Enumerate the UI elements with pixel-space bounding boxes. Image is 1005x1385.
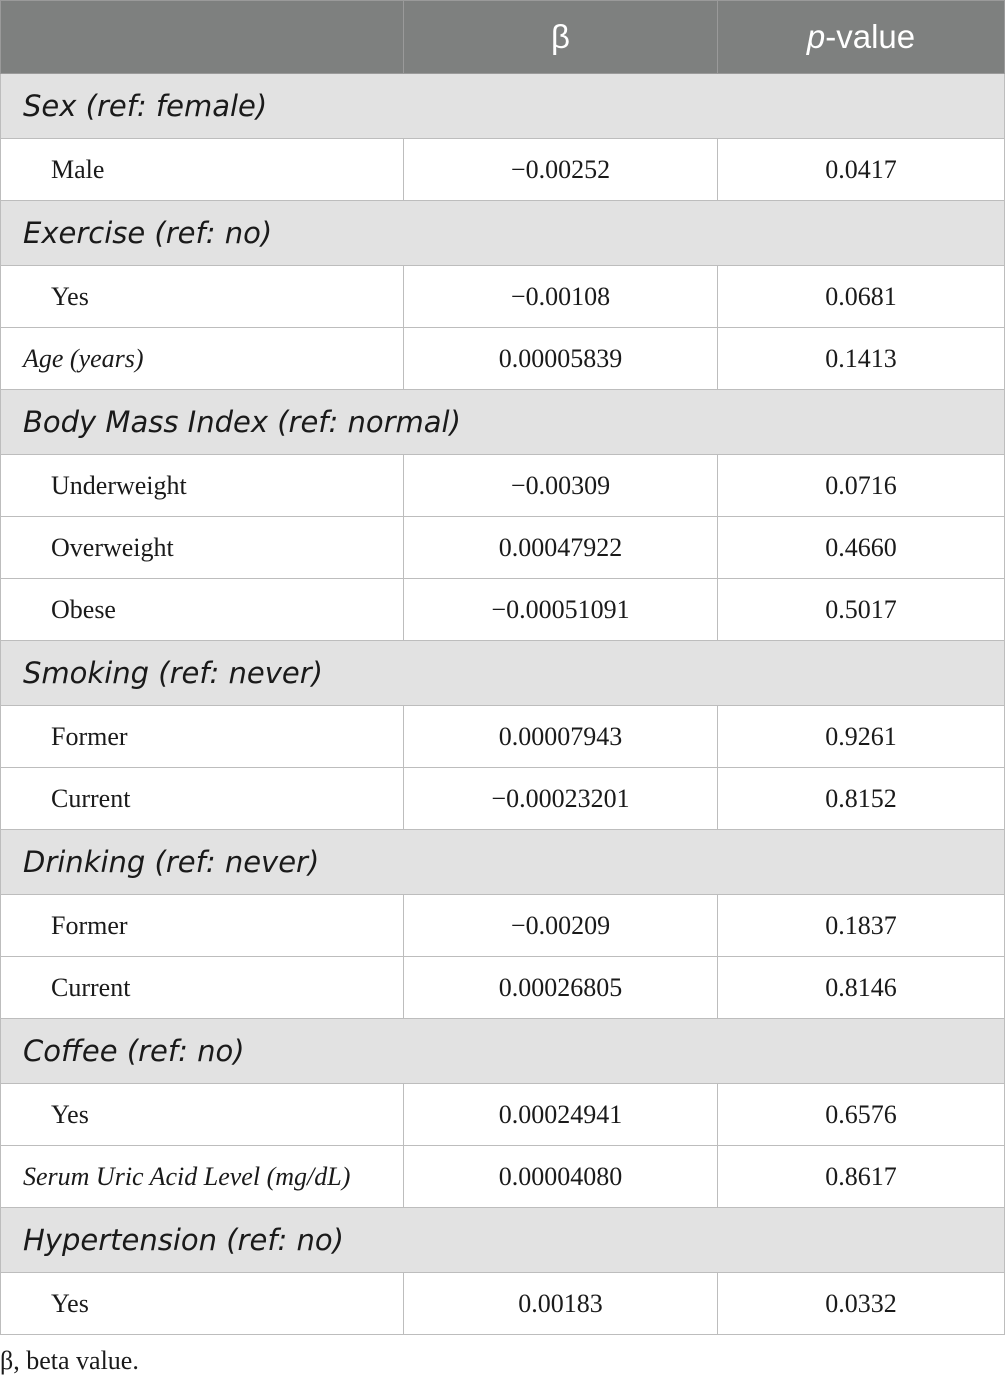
beta-cell: −0.00209: [403, 894, 718, 957]
p-value-cell: 0.6576: [717, 1083, 1005, 1146]
table-row: Former −0.00209 0.1837: [0, 894, 1005, 957]
p-value-cell: 0.5017: [717, 578, 1005, 641]
row-label: Yes: [0, 1272, 404, 1335]
table-row: Overweight 0.00047922 0.4660: [0, 516, 1005, 579]
p-value-cell: 0.8617: [717, 1145, 1005, 1208]
group-row-sex: Sex (ref: female): [0, 73, 1005, 139]
beta-cell: 0.00026805: [403, 956, 718, 1019]
group-row-coffee: Coffee (ref: no): [0, 1018, 1005, 1084]
row-label: Former: [0, 705, 404, 768]
row-label: Current: [0, 956, 404, 1019]
table-row: Yes 0.00183 0.0332: [0, 1272, 1005, 1335]
p-value-cell: 0.1837: [717, 894, 1005, 957]
row-label: Age (years): [0, 327, 404, 390]
header-p-rest: -value: [825, 18, 916, 55]
row-label: Male: [0, 138, 404, 201]
row-label: Obese: [0, 578, 404, 641]
header-p-italic: p: [806, 18, 826, 55]
table-row: Obese −0.00051091 0.5017: [0, 578, 1005, 641]
row-label: Current: [0, 767, 404, 830]
beta-cell: 0.00004080: [403, 1145, 718, 1208]
table-header-row: β p-value: [0, 0, 1005, 74]
beta-cell: 0.00183: [403, 1272, 718, 1335]
table-row: Current −0.00023201 0.8152: [0, 767, 1005, 830]
beta-cell: −0.00108: [403, 265, 718, 328]
beta-cell: −0.00023201: [403, 767, 718, 830]
table-row: Yes 0.00024941 0.6576: [0, 1083, 1005, 1146]
table-row: Current 0.00026805 0.8146: [0, 956, 1005, 1019]
p-value-cell: 0.0716: [717, 454, 1005, 517]
group-row-hypertension: Hypertension (ref: no): [0, 1207, 1005, 1273]
p-value-cell: 0.0681: [717, 265, 1005, 328]
group-label: Drinking (ref: never): [0, 829, 1005, 895]
group-row-drinking: Drinking (ref: never): [0, 829, 1005, 895]
table-row: Serum Uric Acid Level (mg/dL) 0.00004080…: [0, 1145, 1005, 1208]
table-row: Former 0.00007943 0.9261: [0, 705, 1005, 768]
p-value-cell: 0.9261: [717, 705, 1005, 768]
group-row-exercise: Exercise (ref: no): [0, 200, 1005, 266]
row-label: Overweight: [0, 516, 404, 579]
header-p-value-cell: p-value: [717, 0, 1005, 74]
beta-cell: −0.00051091: [403, 578, 718, 641]
header-variable-cell: [0, 0, 404, 74]
row-label: Yes: [0, 265, 404, 328]
p-value-cell: 0.8152: [717, 767, 1005, 830]
row-label: Underweight: [0, 454, 404, 517]
p-value-cell: 0.4660: [717, 516, 1005, 579]
group-label: Sex (ref: female): [0, 73, 1005, 139]
beta-cell: 0.00024941: [403, 1083, 718, 1146]
group-label: Hypertension (ref: no): [0, 1207, 1005, 1273]
group-label: Coffee (ref: no): [0, 1018, 1005, 1084]
table-row: Male −0.00252 0.0417: [0, 138, 1005, 201]
beta-cell: 0.00007943: [403, 705, 718, 768]
beta-cell: −0.00252: [403, 138, 718, 201]
row-label: Former: [0, 894, 404, 957]
group-label: Body Mass Index (ref: normal): [0, 389, 1005, 455]
p-value-cell: 0.0332: [717, 1272, 1005, 1335]
row-label: Serum Uric Acid Level (mg/dL): [0, 1145, 404, 1208]
table-row: Yes −0.00108 0.0681: [0, 265, 1005, 328]
table-row: Age (years) 0.00005839 0.1413: [0, 327, 1005, 390]
group-row-smoking: Smoking (ref: never): [0, 640, 1005, 706]
group-row-bmi: Body Mass Index (ref: normal): [0, 389, 1005, 455]
group-label: Exercise (ref: no): [0, 200, 1005, 266]
row-label: Yes: [0, 1083, 404, 1146]
group-label: Smoking (ref: never): [0, 640, 1005, 706]
beta-cell: −0.00309: [403, 454, 718, 517]
p-value-cell: 0.1413: [717, 327, 1005, 390]
header-beta-cell: β: [403, 0, 718, 74]
regression-table: β p-value Sex (ref: female) Male −0.0025…: [0, 0, 1005, 1335]
beta-cell: 0.00047922: [403, 516, 718, 579]
p-value-cell: 0.8146: [717, 956, 1005, 1019]
table-footnote: β, beta value.: [0, 1346, 139, 1375]
p-value-cell: 0.0417: [717, 138, 1005, 201]
table-row: Underweight −0.00309 0.0716: [0, 454, 1005, 517]
beta-cell: 0.00005839: [403, 327, 718, 390]
